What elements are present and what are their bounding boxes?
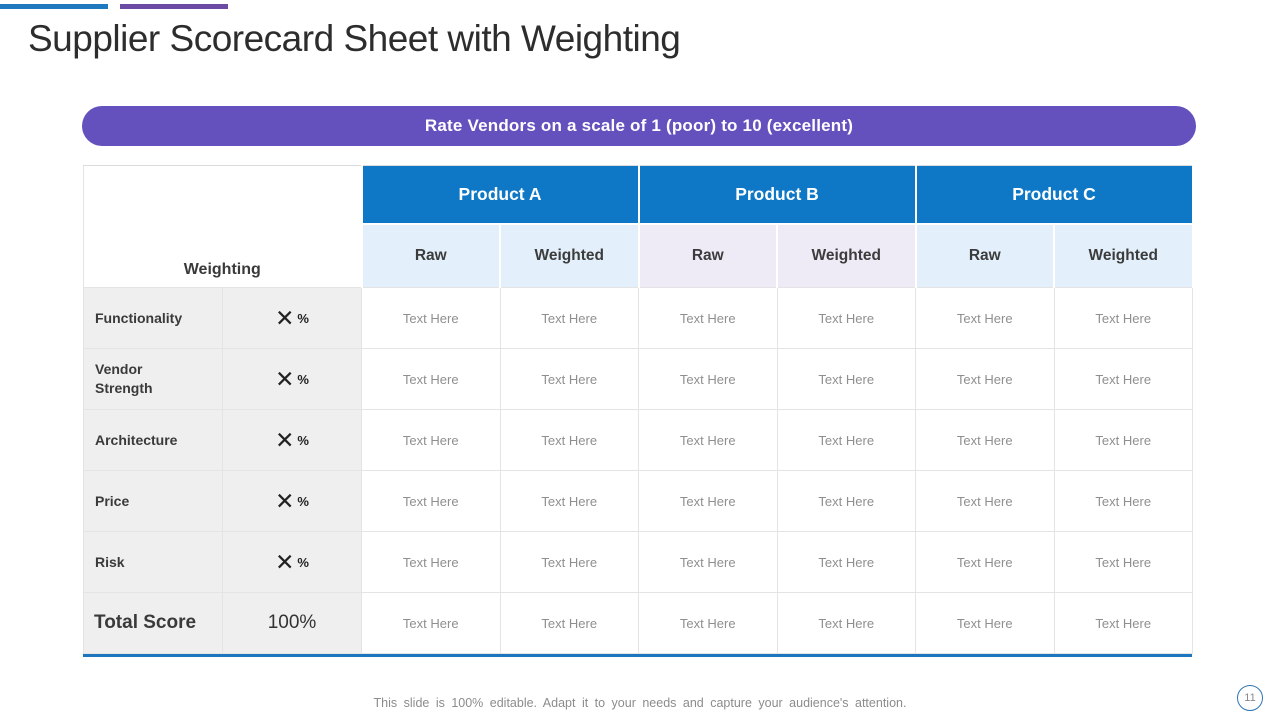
data-cell: Text Here: [1053, 592, 1193, 654]
weight-cell: ✕%: [222, 470, 362, 532]
data-cell: Text Here: [361, 592, 501, 654]
product-b-raw-header: Raw: [637, 222, 778, 288]
row-label-text: Risk: [95, 553, 125, 570]
product-header-row: Weighting Product A Product B Product C: [83, 165, 1194, 288]
percent-sign: %: [297, 493, 309, 509]
scorecard-table-container: Weighting Product A Product B Product C …: [83, 165, 1194, 657]
product-a-weighted-header: Weighted: [499, 222, 640, 288]
data-cell: Text Here: [638, 531, 778, 593]
data-cell: Text Here: [776, 592, 916, 654]
data-cell: Text Here: [638, 348, 778, 410]
table-row-price: Price ✕% Text Here Text Here Text Here T…: [83, 470, 1193, 532]
row-label: Risk: [83, 531, 223, 593]
data-cell: Text Here: [915, 348, 1055, 410]
scorecard-table: Weighting Product A Product B Product C …: [83, 165, 1194, 654]
product-c-raw-header: Raw: [914, 222, 1055, 288]
row-label-text: Vendor Strength: [95, 361, 153, 396]
data-cell: Text Here: [361, 348, 501, 410]
data-cell: Text Here: [361, 409, 501, 471]
data-cell: Text Here: [915, 470, 1055, 532]
table-row-functionality: Functionality ✕% Text Here Text Here Tex…: [83, 287, 1193, 349]
data-cell: Text Here: [1053, 287, 1193, 349]
percent-sign: %: [297, 310, 309, 326]
data-cell: Text Here: [915, 409, 1055, 471]
data-cell: Text Here: [499, 348, 639, 410]
row-label-text: Functionality: [95, 309, 183, 326]
table-row-architecture: Architecture ✕% Text Here Text Here Text…: [83, 409, 1193, 471]
row-label: Price: [83, 470, 223, 532]
weight-cell: ✕%: [222, 348, 362, 410]
data-cell: Text Here: [776, 348, 916, 410]
data-cell: Text Here: [638, 287, 778, 349]
percent-sign: %: [297, 432, 309, 448]
row-label: Architecture: [83, 409, 223, 471]
data-cell: Text Here: [776, 470, 916, 532]
total-score-row: Total Score 100% Text Here Text Here Tex…: [83, 592, 1193, 654]
data-cell: Text Here: [499, 592, 639, 654]
data-cell: Text Here: [1053, 470, 1193, 532]
data-cell: Text Here: [361, 287, 501, 349]
row-label: Vendor Strength: [83, 348, 223, 410]
subheader-row: Raw Weighted Raw Weighted Raw Weighted: [84, 222, 1194, 288]
table-row-vendor-strength: Vendor Strength ✕% Text Here Text Here T…: [83, 348, 1193, 410]
total-score-label-text: Total Score: [94, 612, 197, 634]
row-label-text: Price: [95, 492, 130, 509]
total-weight-cell: 100%: [222, 592, 362, 654]
data-cell: Text Here: [638, 470, 778, 532]
accent-bar-blue: [0, 4, 108, 9]
data-cell: Text Here: [638, 592, 778, 654]
editable-note: This slide is 100% editable. Adapt it to…: [373, 696, 907, 710]
product-b-header: Product B: [637, 165, 917, 225]
product-a-header: Product A: [360, 165, 640, 225]
data-cell: Text Here: [1053, 531, 1193, 593]
multiply-icon: ✕: [275, 365, 295, 392]
data-cell: Text Here: [776, 287, 916, 349]
data-cell: Text Here: [499, 531, 639, 593]
total-score-label: Total Score: [83, 592, 223, 654]
multiply-icon: ✕: [275, 426, 295, 453]
multiply-icon: ✕: [275, 548, 295, 575]
weight-cell: ✕%: [222, 531, 362, 593]
weight-cell: ✕%: [222, 287, 362, 349]
page-title: Supplier Scorecard Sheet with Weighting: [28, 18, 681, 59]
rating-scale-banner-text: Rate Vendors on a scale of 1 (poor) to 1…: [424, 116, 854, 135]
data-cell: Text Here: [499, 470, 639, 532]
data-cell: Text Here: [776, 531, 916, 593]
data-cell: Text Here: [499, 409, 639, 471]
product-c-weighted-header: Weighted: [1053, 222, 1194, 288]
accent-bar-purple: [120, 4, 228, 9]
data-cell: Text Here: [915, 531, 1055, 593]
percent-sign: %: [297, 371, 309, 387]
data-cell: Text Here: [1053, 348, 1193, 410]
data-cell: Text Here: [499, 287, 639, 349]
rating-scale-banner: Rate Vendors on a scale of 1 (poor) to 1…: [82, 106, 1196, 146]
row-label: Functionality: [83, 287, 223, 349]
multiply-icon: ✕: [275, 487, 295, 514]
weighting-corner-cell: Weighting: [83, 165, 362, 288]
data-cell: Text Here: [915, 592, 1055, 654]
weight-cell: ✕%: [222, 409, 362, 471]
product-b-weighted-header: Weighted: [776, 222, 917, 288]
table-row-risk: Risk ✕% Text Here Text Here Text Here Te…: [83, 531, 1193, 593]
data-cell: Text Here: [638, 409, 778, 471]
data-cell: Text Here: [1053, 409, 1193, 471]
page-number-badge: 11: [1237, 685, 1263, 711]
multiply-icon: ✕: [275, 304, 295, 331]
data-cell: Text Here: [915, 287, 1055, 349]
data-cell: Text Here: [361, 470, 501, 532]
percent-sign: %: [297, 554, 309, 570]
weighting-label: Weighting: [183, 261, 261, 278]
product-a-raw-header: Raw: [360, 222, 501, 288]
product-c-header: Product C: [914, 165, 1194, 225]
data-cell: Text Here: [361, 531, 501, 593]
row-label-text: Architecture: [95, 431, 178, 448]
data-cell: Text Here: [776, 409, 916, 471]
